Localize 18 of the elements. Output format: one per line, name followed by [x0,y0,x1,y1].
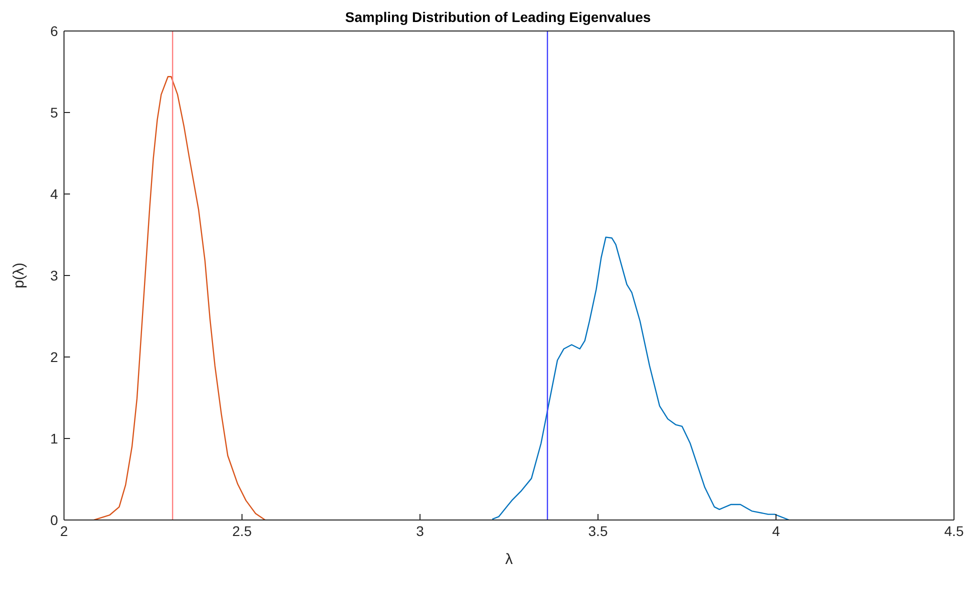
y-tick-label: 5 [50,104,58,120]
y-tick-label: 6 [50,22,58,39]
line-series [492,236,790,520]
x-axis-title: λ [505,551,514,568]
y-tick-label: 2 [50,348,58,365]
chart-title: Sampling Distribution of Leading Eigenvalues [345,9,652,25]
line-series [93,76,266,520]
y-tick-label: 0 [50,512,58,528]
x-tick-label: 2.5 [232,522,252,539]
x-tick-label: 4 [772,522,780,539]
y-tick-label: 4 [50,186,58,202]
y-tick-label: 3 [50,267,58,284]
x-tick-label: 2 [60,522,68,539]
y-axis-title: p(λ) [10,262,28,288]
y-tick-label: 1 [50,430,58,446]
x-tick-label: 3.5 [588,522,608,539]
x-tick-label: 3 [416,522,424,539]
x-tick-label: 4.5 [944,522,964,539]
